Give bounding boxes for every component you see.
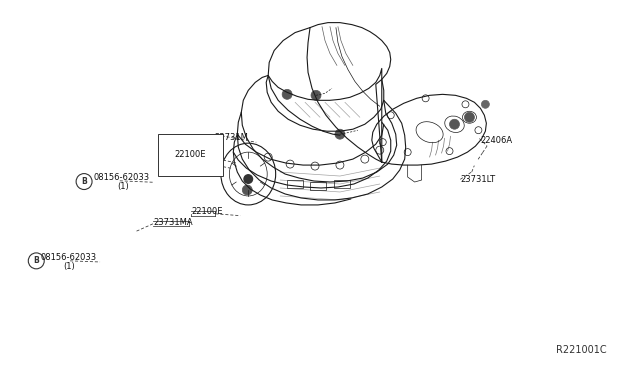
Text: 08156-62033: 08156-62033 [93, 173, 150, 182]
Bar [287, 180, 303, 188]
Text: 23731LT: 23731LT [460, 175, 495, 184]
Text: 22406A: 22406A [481, 136, 513, 145]
Circle shape [481, 100, 490, 108]
Text: (1): (1) [117, 182, 129, 191]
Circle shape [243, 174, 253, 184]
Text: B: B [81, 177, 87, 186]
Circle shape [282, 89, 292, 99]
Text: 08156-62033: 08156-62033 [41, 253, 97, 262]
Text: 22100E: 22100E [191, 208, 223, 217]
Text: 23731M: 23731M [215, 132, 249, 141]
Bar [334, 180, 350, 188]
Text: B: B [33, 256, 39, 265]
Circle shape [335, 129, 345, 139]
Circle shape [465, 112, 474, 122]
Text: 22100E: 22100E [175, 150, 206, 159]
Text: R221001C: R221001C [556, 344, 607, 355]
Bar [310, 182, 326, 190]
Circle shape [243, 185, 252, 195]
Circle shape [311, 90, 321, 100]
Circle shape [449, 119, 460, 129]
Text: 23731MA: 23731MA [153, 218, 193, 227]
Text: (1): (1) [64, 262, 76, 271]
